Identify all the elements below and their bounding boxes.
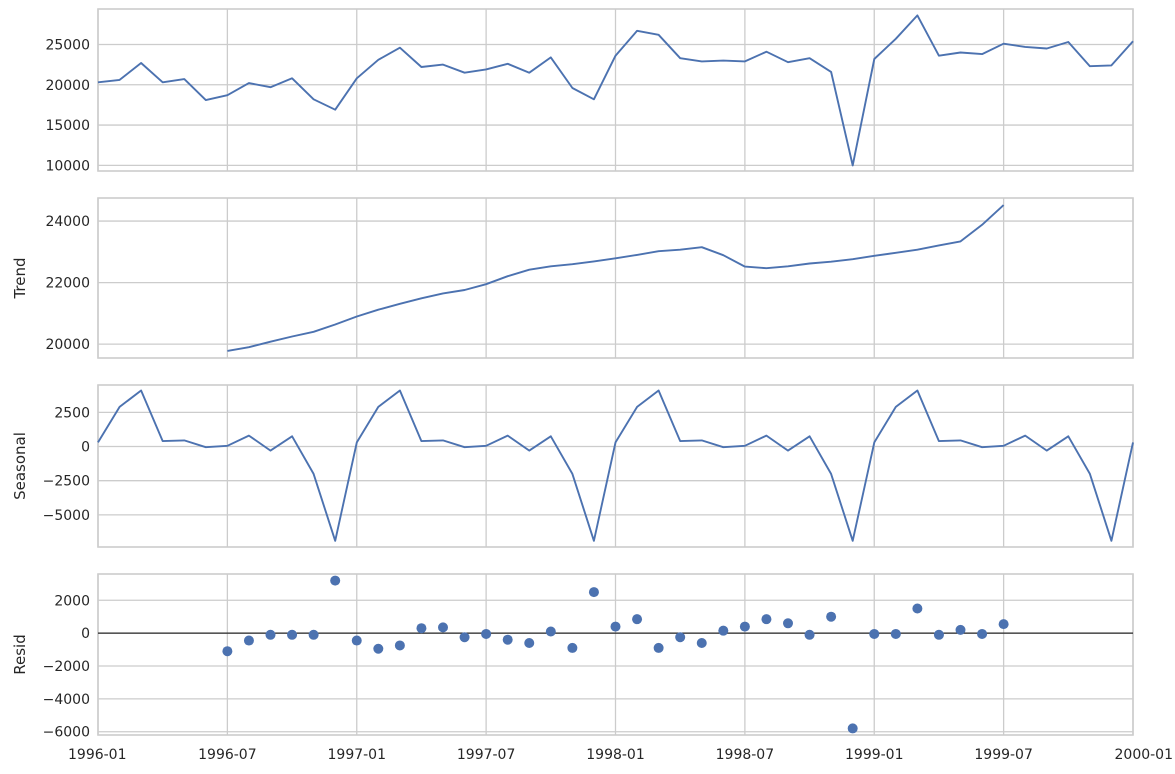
y-tick-label: 0 [81, 626, 90, 642]
resid-point [459, 632, 470, 643]
y-axis-label: Trend [11, 257, 29, 299]
y-tick-label: 15000 [45, 118, 90, 134]
resid-point [308, 629, 319, 640]
resid-point [933, 629, 944, 640]
resid-point [287, 629, 298, 640]
y-tick-label: 20000 [45, 78, 90, 94]
y-axis-label: Seasonal [11, 432, 29, 500]
resid-point [761, 614, 772, 625]
x-tick-label: 1996-07 [198, 747, 257, 763]
series-line-observed [97, 14, 1134, 167]
y-tick-label: 20000 [45, 337, 90, 353]
panel-observed: 10000 15000 20000 25000 [45, 8, 1134, 174]
resid-point [610, 621, 621, 632]
y-tick-label: 24000 [45, 214, 90, 230]
x-tick-label: 1996-01 [68, 747, 127, 763]
resid-point [588, 587, 599, 598]
y-tick-label: −5000 [43, 508, 90, 524]
resid-point [696, 638, 707, 648]
resid-point [373, 643, 384, 654]
resid-point [222, 646, 233, 657]
resid-point [739, 621, 750, 632]
resid-point [675, 632, 686, 643]
resid-point [890, 628, 901, 639]
resid-point [394, 640, 405, 651]
panel-seasonal: −5000 −2500 0 2500 Seasonal [11, 384, 1134, 548]
panel-frame [97, 384, 1134, 548]
resid-point [416, 623, 427, 634]
resid-point [524, 638, 535, 648]
resid-point [847, 723, 858, 734]
resid-point [718, 625, 729, 636]
resid-point [869, 628, 880, 639]
y-tick-label: 2500 [54, 405, 90, 421]
resid-point [632, 614, 643, 625]
resid-point [998, 619, 1009, 630]
y-tick-label: 22000 [45, 276, 90, 292]
series-line-seasonal [97, 389, 1134, 542]
resid-point [826, 611, 837, 622]
resid-point [502, 634, 513, 645]
resid-point [351, 635, 362, 646]
resid-point [783, 618, 793, 629]
panel-frame [97, 573, 1134, 736]
resid-point [330, 575, 341, 586]
resid-point [265, 629, 276, 640]
resid-point [977, 628, 988, 639]
y-axis-label: Resid [11, 634, 29, 674]
resid-point [481, 628, 492, 639]
resid-point [545, 626, 556, 637]
y-tick-label: 10000 [45, 158, 90, 174]
x-tick-label: 1997-01 [328, 747, 387, 763]
resid-point [567, 642, 578, 653]
y-tick-label: −2500 [43, 474, 90, 490]
panels: 10000150002000025000200002200024000Trend… [11, 8, 1134, 741]
resid-point [438, 622, 448, 633]
panel-frame [97, 197, 1134, 359]
y-tick-label: 0 [81, 440, 90, 456]
resid-point [243, 635, 254, 646]
panel-frame [97, 8, 1134, 172]
y-tick-label: −6000 [43, 725, 90, 741]
x-tick-label: 1998-07 [716, 747, 775, 763]
series-line-trend [227, 204, 1005, 352]
resid-point [804, 629, 815, 640]
panel-trend: 20000 22000 24000 Trend [11, 197, 1134, 359]
x-tick-label: 1998-01 [586, 747, 645, 763]
resid-point [653, 642, 664, 653]
x-tick-label: 1999-07 [974, 747, 1033, 763]
x-tick-label: 1997-07 [457, 747, 516, 763]
y-tick-label: −2000 [43, 659, 90, 675]
y-tick-label: −4000 [43, 692, 90, 708]
resid-point [912, 603, 923, 614]
y-tick-label: 25000 [45, 37, 90, 53]
x-tick-label: 2000-01 [1115, 747, 1174, 763]
y-tick-label: 2000 [54, 593, 90, 609]
x-axis: 1996-01 1996-07 1997-01 1997-07 1998-01 1998-… [68, 747, 1173, 763]
resid-point [955, 624, 966, 635]
x-tick-label: 1999-01 [845, 747, 904, 763]
panel-resid: −6000 −4000 −2000 0 2000 Resid [11, 573, 1134, 741]
